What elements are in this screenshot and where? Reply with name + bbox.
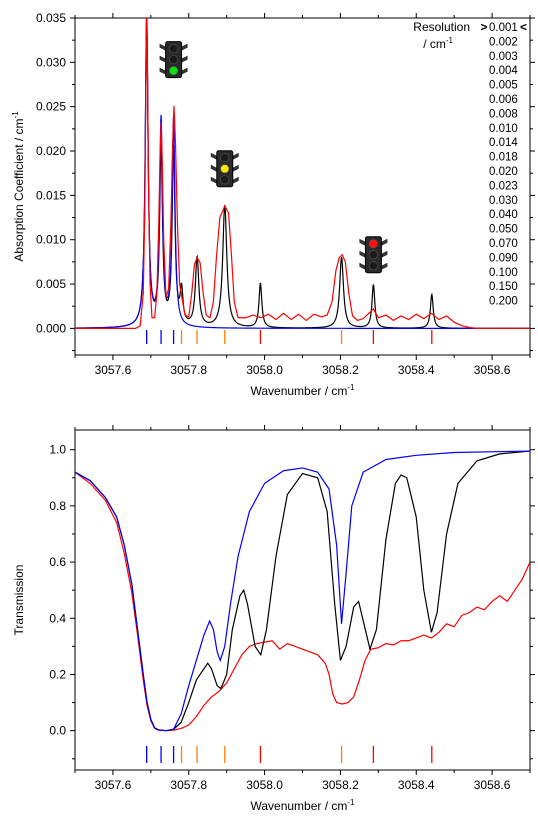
resolution-value: 0.018 [489,152,518,164]
red-trace [75,471,530,732]
traffic-light-icon [210,150,239,188]
resolution-value: 0.014 [489,137,518,149]
y-tick-label: 1.0 [49,443,66,457]
absorption-chart: 3057.6 3057.8 3058.0 3058.2 3058.4 3058.6 0.00… [11,11,535,398]
traffic-light-icon [359,236,388,274]
resolution-value: 0.030 [489,195,518,207]
x-tick-label: 3058.2 [322,778,359,792]
resolution-value: 0.050 [489,224,518,236]
traffic-light-icon [159,41,188,79]
traffic-light-yellow [220,164,230,174]
blue-trace [75,18,530,329]
resolution-value: 0.003 [489,51,518,63]
y-tick-label: 0.015 [36,188,66,202]
x-axis-label: Wavenumber / cm-1 [250,798,355,813]
resolution-unit: / cm-1 [423,36,453,51]
x-axis-label: Wavenumber / cm-1 [250,383,355,398]
y-tick-label: 0.4 [49,611,66,625]
resolution-value: 0.006 [489,94,518,106]
resolution-value: 0.004 [489,65,518,77]
resolution-title: Resolution [413,20,470,34]
resolution-value: 0.020 [489,166,518,178]
traffic-light-yellow [368,250,378,260]
blue-trace [75,450,530,732]
traffic-light-red [169,44,179,54]
y-tick-label: 0.010 [36,233,66,247]
black-trace [75,450,530,732]
y-tick-label: 0.0 [49,724,66,738]
plot-frame [74,429,531,771]
x-tick-label: 3057.8 [170,778,207,792]
x-tick-label: 3058.2 [322,363,359,377]
y-tick-label: 0.2 [49,667,66,681]
resolution-bracket-left: > [480,20,487,34]
x-tick-label: 3057.8 [170,363,207,377]
resolution-value: 0.005 [489,80,518,92]
plot-frame [74,17,531,356]
traffic-light-green [169,66,179,76]
resolution-value: 0.070 [489,238,518,250]
y-tick-label: 0.6 [49,555,66,569]
y-tick-label: 0.000 [36,321,66,335]
y-axis-label: Absorption Coefficient / cm-1 [11,111,26,262]
y-tick-label: 0.005 [36,277,66,291]
x-tick-label: 3058.4 [398,363,435,377]
y-axis-label: Transmission [12,565,26,636]
resolution-value: 0.023 [489,180,518,192]
x-tick-label: 3058.6 [474,363,511,377]
resolution-value: 0.200 [489,296,518,308]
resolution-value: 0.150 [489,281,518,293]
x-tick-label: 3058.6 [474,778,511,792]
x-tick-label: 3057.6 [95,363,132,377]
x-tick-label: 3058.0 [246,363,283,377]
y-tick-label: 0.025 [36,100,66,114]
traffic-light-yellow [169,55,179,65]
traffic-light-red [220,153,230,163]
traffic-light-green [220,175,230,185]
y-tick-label: 0.020 [36,144,66,158]
x-tick-label: 3058.4 [398,778,435,792]
traffic-light-green [368,261,378,271]
resolution-value: 0.002 [489,36,518,48]
y-tick-label: 0.8 [49,499,66,513]
x-tick-label: 3057.6 [95,778,132,792]
y-tick-label: 0.035 [36,11,66,25]
resolution-value: 0.040 [489,209,518,221]
resolution-value: 0.008 [489,108,518,120]
x-tick-label: 3058.0 [246,778,283,792]
transmission-chart: 3057.6 3057.8 3058.0 3058.2 3058.4 3058.6 0.0 0… [12,425,535,813]
resolution-bracket-right: < [520,20,527,34]
red-trace [75,18,530,329]
traffic-light-red [368,239,378,249]
resolution-value: 0.010 [489,123,518,135]
resolution-value: 0.100 [489,267,518,279]
y-tick-label: 0.030 [36,55,66,69]
resolution-value: 0.090 [489,252,518,264]
resolution-value: 0.001 [489,22,518,34]
